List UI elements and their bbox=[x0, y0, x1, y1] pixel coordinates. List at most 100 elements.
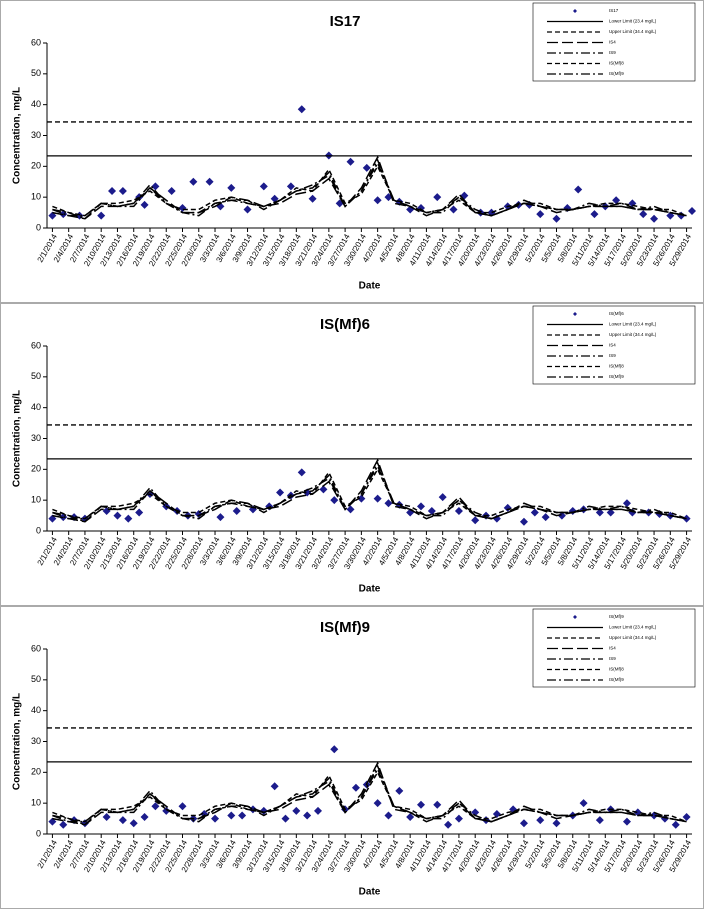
data-point bbox=[536, 816, 545, 825]
data-point bbox=[129, 819, 138, 828]
data-point bbox=[135, 508, 144, 517]
data-point bbox=[140, 813, 149, 822]
data-point bbox=[639, 210, 648, 219]
data-point bbox=[557, 511, 566, 520]
legend-label: IS(Mf)9 bbox=[609, 614, 624, 619]
y-tick-label: 20 bbox=[31, 767, 41, 777]
data-point bbox=[373, 799, 382, 808]
chart-title: IS(Mf)6 bbox=[320, 316, 370, 333]
data-point bbox=[552, 819, 561, 828]
data-point bbox=[590, 210, 599, 219]
data-point bbox=[454, 506, 463, 515]
y-tick-label: 30 bbox=[31, 130, 41, 140]
legend: IS(Mf)6 Lower Limit (23.4 mg/L) Upper Limi… bbox=[532, 305, 696, 385]
data-point bbox=[330, 496, 339, 505]
data-point bbox=[227, 811, 236, 820]
data-point bbox=[416, 502, 425, 511]
legend-label: Upper Limit (34.4 mg/L) bbox=[609, 29, 657, 34]
data-point bbox=[519, 517, 528, 526]
series-line bbox=[52, 764, 687, 826]
data-point bbox=[270, 782, 279, 791]
data-point bbox=[303, 811, 312, 820]
data-point bbox=[259, 806, 268, 815]
legend-label: IS(Mf)9 bbox=[609, 374, 624, 379]
legend-box bbox=[532, 2, 696, 82]
data-point bbox=[579, 505, 588, 514]
data-point bbox=[384, 811, 393, 820]
data-point bbox=[118, 816, 127, 825]
y-tick-label: 30 bbox=[31, 433, 41, 443]
legend: IS17 Lower Limit (23.4 mg/L) Upper Limit (… bbox=[532, 2, 696, 82]
data-point bbox=[444, 820, 453, 829]
data-point bbox=[671, 820, 680, 829]
y-tick-label: 30 bbox=[31, 736, 41, 746]
y-tick-label: 40 bbox=[31, 705, 41, 715]
y-tick-label: 40 bbox=[31, 99, 41, 109]
y-tick-label: 10 bbox=[31, 192, 41, 202]
data-point bbox=[151, 802, 160, 811]
data-point bbox=[314, 806, 323, 815]
data-point bbox=[243, 205, 252, 214]
data-point bbox=[449, 205, 458, 214]
data-point bbox=[416, 800, 425, 809]
legend-label: Lower Limit (23.4 mg/L) bbox=[609, 19, 657, 24]
y-axis-label: Concentration, mg/L bbox=[12, 693, 23, 790]
legend-label: IS(Mf)9 bbox=[609, 677, 624, 682]
data-point bbox=[59, 820, 68, 829]
legend-label: IS4 bbox=[609, 343, 616, 348]
data-point bbox=[433, 800, 442, 809]
data-point bbox=[373, 196, 382, 205]
legend-label: Lower Limit (23.4 mg/L) bbox=[609, 322, 657, 327]
data-point bbox=[541, 513, 550, 522]
y-tick-label: 40 bbox=[31, 402, 41, 412]
y-tick-label: 0 bbox=[36, 222, 41, 232]
data-point bbox=[373, 494, 382, 503]
data-point bbox=[427, 506, 436, 515]
series-line bbox=[52, 158, 687, 220]
y-tick-label: 20 bbox=[31, 161, 41, 171]
y-tick-label: 20 bbox=[31, 464, 41, 474]
y-tick-label: 0 bbox=[36, 828, 41, 838]
x-axis-label: Date bbox=[359, 281, 381, 292]
y-axis-label: Concentration, mg/L bbox=[12, 87, 23, 184]
data-point bbox=[97, 211, 106, 220]
data-point bbox=[595, 508, 604, 517]
data-point bbox=[227, 183, 236, 192]
data-point bbox=[151, 182, 160, 191]
data-point bbox=[308, 194, 317, 203]
data-point bbox=[330, 745, 339, 754]
data-point bbox=[433, 193, 442, 202]
legend-label: IS17 bbox=[609, 8, 619, 13]
legend: IS(Mf)9 Lower Limit (23.4 mg/L) Upper Limi… bbox=[532, 608, 696, 688]
data-point bbox=[292, 806, 301, 815]
x-axis-label: Date bbox=[359, 887, 381, 898]
legend-label: IS(Mf)8 bbox=[609, 364, 624, 369]
series-line bbox=[52, 467, 687, 520]
data-point bbox=[471, 516, 480, 525]
data-point bbox=[351, 783, 360, 792]
legend-marker bbox=[573, 615, 577, 619]
legend-label: IS9 bbox=[609, 353, 616, 358]
y-tick-label: 50 bbox=[31, 371, 41, 381]
series-line bbox=[52, 770, 687, 823]
y-tick-label: 10 bbox=[31, 798, 41, 808]
data-point bbox=[622, 499, 631, 508]
legend-label: Upper Limit (34.4 mg/L) bbox=[609, 635, 657, 640]
legend-label: IS(Mf)8 bbox=[609, 667, 624, 672]
data-point bbox=[281, 814, 290, 823]
legend-marker bbox=[573, 312, 577, 316]
data-point bbox=[595, 816, 604, 825]
data-point bbox=[297, 468, 306, 477]
data-point bbox=[536, 210, 545, 219]
legend-label: IS4 bbox=[609, 40, 616, 45]
data-point bbox=[319, 485, 328, 494]
data-point bbox=[80, 819, 89, 828]
chart-title: IS(Mf)9 bbox=[320, 619, 370, 636]
data-point bbox=[346, 157, 355, 166]
y-axis-label: Concentration, mg/L bbox=[12, 390, 23, 487]
y-tick-label: 60 bbox=[31, 643, 41, 653]
legend-label: IS(Mf)9 bbox=[609, 71, 624, 76]
legend-label: IS(Mf)6 bbox=[609, 311, 624, 316]
legend-label: IS(Mf)8 bbox=[609, 61, 624, 66]
